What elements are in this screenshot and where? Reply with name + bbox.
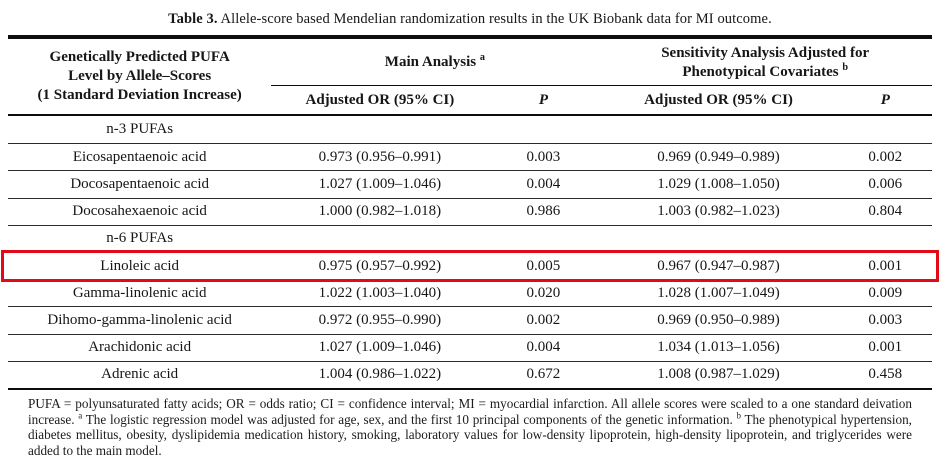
or-sensitivity-value: 1.034 (1.013–1.056): [657, 339, 780, 356]
exposure-name: Eicosapentaenoic acid: [72, 148, 207, 165]
subheader-or-sensitivity: Adjusted OR (95% CI): [644, 92, 793, 108]
or-sensitivity-value: 1.003 (0.982–1.023): [657, 203, 780, 220]
subheader-p-sensitivity: P: [880, 92, 890, 108]
or-main-value: 0.973 (0.956–0.991): [318, 148, 442, 165]
footnote-marker-b: b: [842, 61, 848, 73]
exposure-name: Linoleic acid: [100, 257, 180, 274]
group-header-sensitivity-analysis: Sensitivity Analysis Adjusted for Phenot…: [598, 39, 932, 86]
exposure-name: Arachidonic acid: [88, 339, 192, 356]
column-header-exposure: Genetically Predicted PUFA Level by Alle…: [8, 39, 271, 114]
table-row-eicosapentaenoic: Eicosapentaenoic acid 0.973 (0.956–0.991…: [8, 143, 932, 170]
footnote-sup-a: a: [78, 410, 83, 421]
or-main-value: 0.975 (0.957–0.992): [318, 257, 442, 274]
table-caption: Table 3. Allele-score based Mendelian ra…: [0, 0, 940, 28]
exposure-name: Docosahexaenoic acid: [72, 203, 207, 220]
p-main-value: 0.002: [526, 311, 561, 328]
or-sensitivity-value: 1.008 (0.987–1.029): [657, 366, 780, 383]
main-analysis-label: Main Analysis a: [273, 53, 596, 72]
table-row-arachidonic: Arachidonic acid 1.027 (1.009–1.046) 0.0…: [8, 333, 932, 361]
or-sensitivity-value: 0.969 (0.949–0.989): [657, 148, 780, 165]
exposure-name: Gamma-linolenic acid: [72, 284, 207, 301]
subheader-or-main: Adjusted OR (95% CI): [305, 92, 455, 108]
or-sensitivity-value: 0.967 (0.947–0.987): [657, 257, 780, 274]
p-sensitivity-value: 0.009: [868, 284, 903, 301]
p-sensitivity-value: 0.002: [868, 148, 903, 165]
p-main-value: 0.004: [526, 339, 561, 356]
p-sensitivity-value: 0.006: [868, 175, 903, 192]
subheader-p-main: P: [538, 92, 549, 108]
p-main-value: 0.020: [526, 284, 561, 301]
section-row-n6-pufas: n-6 PUFAs: [8, 224, 932, 252]
table-row-docosahexaenoic: Docosahexaenoic acid 1.000 (0.982–1.018)…: [8, 197, 932, 225]
table-row-docosapentaenoic: Docosapentaenoic acid 1.027 (1.009–1.046…: [8, 170, 932, 197]
or-main-value: 1.000 (0.982–1.018): [318, 203, 442, 220]
p-sensitivity-value: 0.804: [868, 203, 903, 220]
exposure-header-line2: Level by Allele–Scores: [68, 68, 212, 84]
or-main-value: 1.004 (0.986–1.022): [318, 366, 442, 383]
table-body: n-3 PUFAs Eicosapentaenoic acid 0.973 (0…: [1, 116, 939, 390]
exposure-name: Dihomo-gamma-linolenic acid: [47, 311, 232, 328]
sensitivity-line2-text: Phenotypical Covariates: [682, 63, 839, 80]
sensitivity-label-line1: Sensitivity Analysis Adjusted for: [661, 45, 870, 61]
p-main-value: 0.003: [526, 148, 561, 165]
p-sensitivity-value: 0.458: [868, 366, 903, 383]
or-main-value: 1.022 (1.003–1.040): [318, 284, 442, 301]
or-main-value: 1.027 (1.009–1.046): [318, 339, 442, 356]
table-row-gamma-linolenic: Gamma-linolenic acid 1.022 (1.003–1.040)…: [8, 279, 932, 306]
p-sensitivity-value: 0.001: [868, 339, 903, 356]
exposure-name: Docosapentaenoic acid: [70, 175, 209, 192]
section-label: n-3 PUFAs: [106, 121, 174, 138]
table-caption-text: Allele-score based Mendelian randomizati…: [217, 11, 772, 27]
table-row-dihomo-gamma-linolenic: Dihomo-gamma-linolenic acid 0.972 (0.955…: [8, 306, 932, 333]
table-row-linoleic-highlighted: Linoleic acid 0.975 (0.957–0.992) 0.005 …: [1, 250, 939, 282]
group-header-main-analysis: Main Analysis a: [271, 39, 599, 86]
exposure-name: Adrenic acid: [101, 366, 179, 383]
footnote-sup-b: b: [736, 410, 741, 421]
or-main-value: 1.027 (1.009–1.046): [318, 175, 442, 192]
p-sensitivity-value: 0.001: [868, 257, 903, 274]
table-footnote: PUFA = polyunsaturated fatty acids; OR =…: [28, 396, 912, 459]
table-header: Genetically Predicted PUFA Level by Alle…: [8, 39, 932, 116]
p-main-value: 0.672: [526, 366, 561, 383]
table-top-rule: [8, 35, 932, 39]
exposure-header-line3: (1 Standard Deviation Increase): [37, 87, 242, 103]
sensitivity-label-line2: Phenotypical Covariates b: [600, 61, 930, 82]
footnote-marker-a: a: [479, 52, 485, 64]
footnote-note-b: The phenotypical hypertension, diabetes …: [28, 411, 912, 459]
or-sensitivity-value: 0.969 (0.950–0.989): [657, 311, 780, 328]
section-row-n3-pufas: n-3 PUFAs: [8, 116, 932, 143]
main-analysis-text: Main Analysis: [384, 54, 477, 71]
exposure-header-line1: Genetically Predicted PUFA: [49, 49, 230, 65]
footnote-abbreviations: PUFA = polyunsaturated fatty acids; OR =…: [28, 395, 912, 427]
p-main-value: 0.986: [526, 203, 561, 220]
table-caption-number: Table 3.: [168, 11, 218, 27]
mr-results-table: Genetically Predicted PUFA Level by Alle…: [1, 35, 939, 390]
p-main-value: 0.005: [526, 257, 561, 274]
or-sensitivity-value: 1.029 (1.008–1.050): [657, 175, 780, 192]
or-sensitivity-value: 1.028 (1.007–1.049): [657, 284, 780, 301]
or-main-value: 0.972 (0.955–0.990): [318, 311, 442, 328]
p-sensitivity-value: 0.003: [868, 311, 903, 328]
table-row-adrenic: Adrenic acid 1.004 (0.986–1.022) 0.672 1…: [8, 360, 932, 388]
footnote-note-a: The logistic regression model was adjust…: [82, 411, 737, 427]
p-main-value: 0.004: [526, 175, 561, 192]
section-label: n-6 PUFAs: [106, 230, 174, 247]
